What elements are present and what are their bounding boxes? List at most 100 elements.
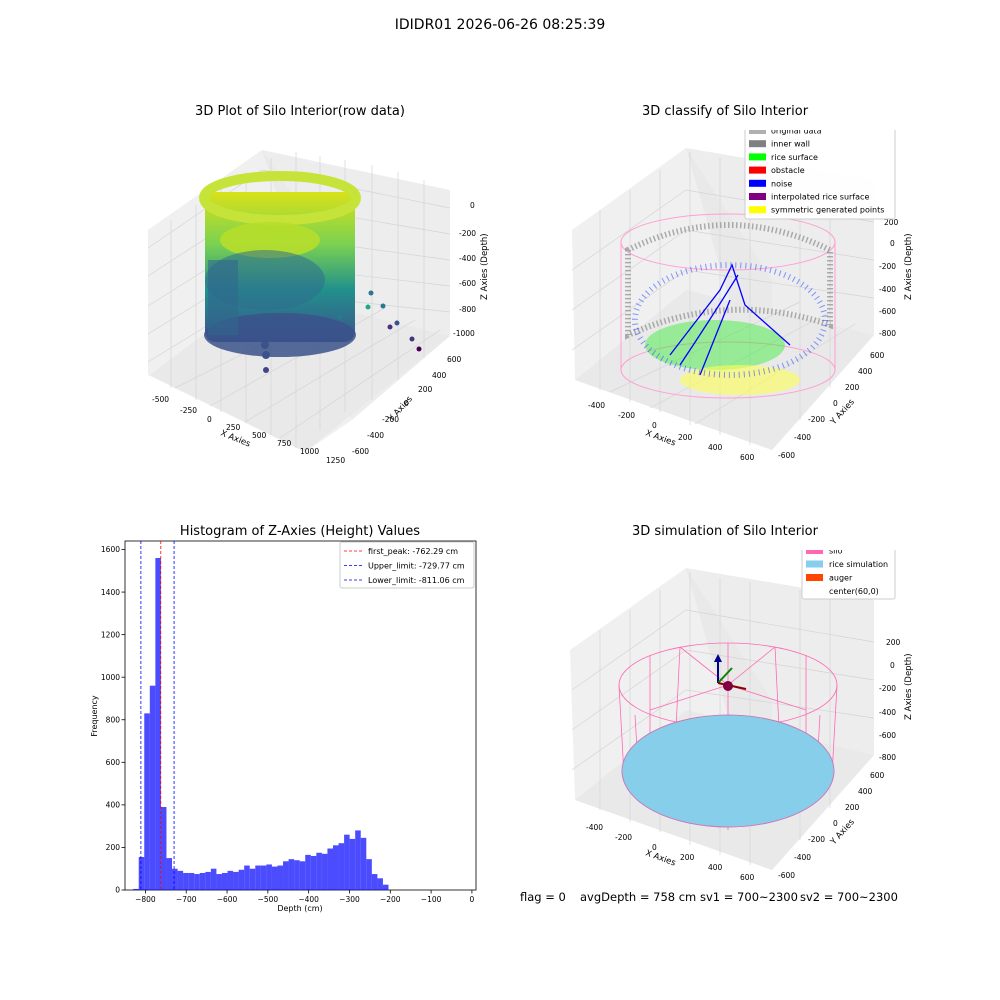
histogram-ytick-label: 600 [106, 758, 121, 767]
histogram-bar [355, 830, 361, 890]
classify-xtick: 200 [678, 433, 693, 442]
simulation-ztick: -400 [879, 708, 896, 717]
histogram-xlabel: Depth (cm) [277, 904, 322, 913]
histogram-bar [260, 865, 267, 890]
histogram-bar [371, 874, 378, 890]
classify-ztick: -200 [879, 262, 896, 271]
classify-xtick: 0 [652, 421, 657, 430]
simulation-ytick: -600 [778, 871, 795, 880]
histogram-bar [210, 868, 217, 890]
raw-ytick: 600 [447, 355, 462, 364]
histogram-xtick-label: 0 [470, 895, 475, 904]
histogram-bar [349, 838, 356, 890]
histogram-bar [321, 853, 328, 890]
simulation-xtick: 400 [708, 863, 723, 872]
classify-3d-plot: -400 -200 0 200 400 600 600 400 200 0 -2… [571, 130, 914, 462]
classify-ztick: -400 [879, 285, 896, 294]
histogram-bar [233, 871, 239, 890]
histogram-bar [194, 874, 200, 890]
classify-xlabel: X Axies [644, 428, 677, 448]
raw-ytick: 0 [404, 399, 409, 408]
histogram-bar [216, 874, 222, 890]
raw-ytick: 400 [432, 371, 447, 380]
legend-swatch [749, 130, 766, 134]
histogram-xtick-label: −500 [258, 895, 279, 904]
simulation-ztick: 0 [890, 661, 895, 670]
histogram-bar [238, 869, 245, 890]
simulation-ytick: 0 [833, 819, 838, 828]
raw-ztick: -400 [459, 254, 476, 263]
classify-ytick: 400 [858, 367, 873, 376]
classify-grid [571, 152, 875, 445]
legend-swatch [749, 206, 766, 214]
histogram-bar [172, 868, 178, 890]
histogram-xtick-label: −600 [217, 895, 238, 904]
raw-xtick: 1250 [326, 456, 345, 465]
raw-ytick: -600 [352, 447, 369, 456]
histogram-bar [305, 854, 311, 890]
simulation-ztick: -600 [879, 731, 896, 740]
histogram-ytick-label: 1600 [101, 545, 120, 554]
legend-label: silo [829, 550, 843, 556]
histogram-bar [205, 871, 211, 890]
raw-ytick: -400 [367, 431, 384, 440]
simulation-ytick: 600 [870, 771, 885, 780]
histogram-bar [177, 870, 184, 890]
raw-xtick: 500 [252, 431, 267, 440]
simulation-ztick: -800 [879, 753, 896, 762]
simulation-xlabel: X Axies [644, 848, 677, 868]
histogram-bar [344, 834, 350, 890]
footer-avg-depth: avgDepth = 758 cm [580, 890, 697, 904]
classify-xtick: 600 [740, 453, 755, 462]
histogram-bar [266, 864, 272, 890]
raw-xtick: 0 [207, 415, 212, 424]
histogram-ytick-label: 1200 [101, 630, 120, 639]
classify-ztick: 200 [884, 218, 899, 227]
histogram-xtick-label: −200 [380, 895, 401, 904]
footer-sv1: sv1 = 700~2300 [700, 890, 798, 904]
legend-swatch [749, 179, 766, 187]
histogram-bar [227, 870, 234, 890]
classify-ytick: 600 [870, 351, 885, 360]
simulation-panel-title: 3D simulation of Silo Interior [632, 524, 818, 539]
classify-ytick: -200 [808, 415, 825, 424]
legend-label: symmetric generated points [771, 206, 884, 215]
classify-legend [744, 130, 896, 220]
raw-zlabel: Z Axies (Depth) [480, 233, 490, 300]
simulation-xtick: -200 [615, 833, 632, 842]
simulation-xtick: 600 [740, 873, 755, 882]
raw-ztick: -600 [459, 279, 476, 288]
histogram-bar [138, 857, 145, 890]
raw-panel-title: 3D Plot of Silo Interior(row data) [195, 104, 405, 119]
footer-sv2: sv2 = 700~2300 [800, 890, 898, 904]
histogram-ylabel: Frequency [90, 695, 99, 737]
raw-xtick: 750 [277, 439, 292, 448]
classify-ytick: -600 [778, 451, 795, 460]
histogram-bar [255, 865, 261, 890]
histogram-ytick-label: 200 [106, 843, 121, 852]
simulation-zlabel: Z Axies (Depth) [904, 653, 914, 720]
histogram-ytick-label: 1000 [101, 673, 120, 682]
raw-xtick: 250 [226, 423, 241, 432]
histogram-xtick-label: −300 [339, 895, 360, 904]
legend-label: rice surface [771, 153, 818, 162]
histogram-bar [199, 872, 206, 890]
histogram-bar [294, 860, 300, 890]
histogram-legend-label: Upper_limit: -729.77 cm [368, 562, 465, 571]
classify-xtick: 400 [708, 443, 723, 452]
raw-3d-plot: -500 -250 0 250 500 750 1000 1250 600 40… [147, 150, 490, 465]
simulation-xtick: 200 [680, 853, 695, 862]
histogram-bar [166, 858, 173, 890]
simulation-3d-plot: -400 -200 0 200 400 600 600 400 200 0 -2… [570, 550, 914, 882]
legend-label: auger [829, 574, 853, 583]
histogram-bar [221, 872, 228, 890]
histogram-bar [155, 558, 161, 890]
rice-simulation-surface [621, 714, 835, 828]
simulation-ytick: -200 [808, 835, 825, 844]
simulation-ytick: -400 [794, 853, 811, 862]
histogram-bar [332, 845, 339, 890]
legend-swatch [806, 560, 823, 568]
classify-point-cloud [620, 213, 836, 399]
histogram-bar [310, 855, 317, 890]
raw-ztick: -800 [459, 305, 476, 314]
